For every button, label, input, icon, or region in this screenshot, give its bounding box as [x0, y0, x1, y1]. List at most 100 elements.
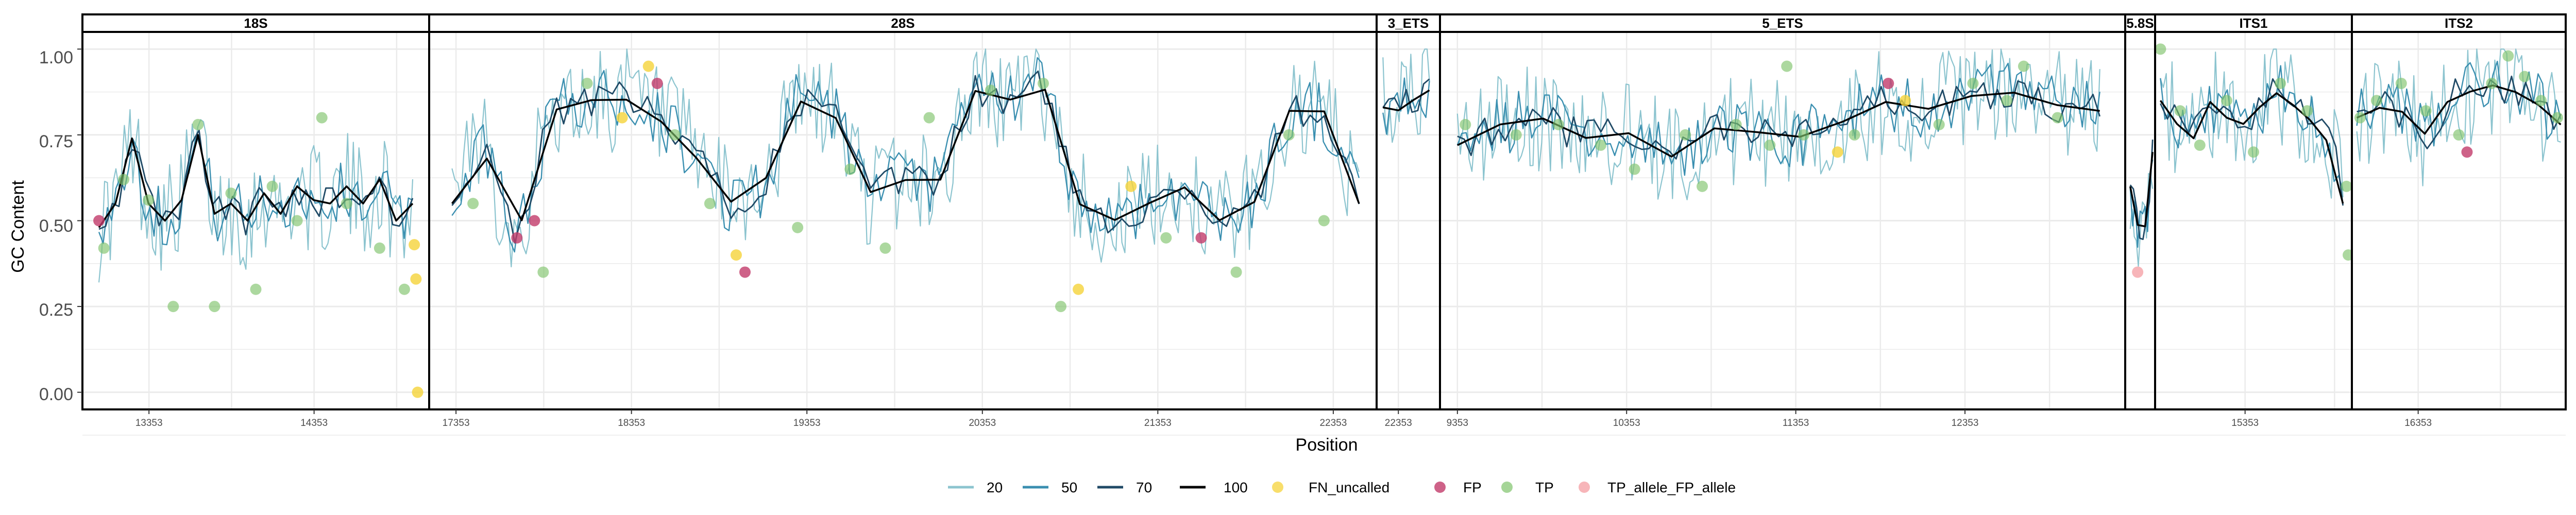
point-tp — [2174, 105, 2186, 117]
point-fn-uncalled — [412, 386, 423, 398]
series-line-70 — [1457, 80, 2101, 160]
point-tp — [2155, 43, 2166, 55]
point-fn-uncalled — [410, 273, 422, 285]
x-tick-label: 17353 — [443, 418, 470, 428]
point-tp — [266, 180, 278, 192]
point-tp — [1697, 180, 1708, 192]
facet-panel-18s: 18S 13353 14353 — [81, 13, 430, 436]
legend-item-fn-uncalled: FN_uncalled — [1272, 479, 1389, 495]
legend-label: TP — [1535, 479, 1554, 495]
point-tp — [844, 163, 856, 175]
point-tp — [1055, 301, 1066, 313]
point-fn-uncalled — [409, 239, 420, 251]
point-tp — [2395, 77, 2407, 89]
series-line-50 — [1382, 77, 1430, 135]
series-lines — [2129, 139, 2154, 267]
point-tp — [1764, 139, 1776, 151]
legend-point-tp — [1501, 482, 1513, 493]
point-tp — [209, 301, 221, 313]
point-tp — [143, 194, 155, 206]
point-tp — [1967, 77, 1979, 89]
y-tick-marks — [77, 48, 82, 393]
point-tp — [1595, 139, 1606, 151]
series-lines — [1382, 48, 1430, 143]
point-tp — [1781, 60, 1793, 72]
point-tp — [1798, 129, 1810, 141]
x-tick-label: 11353 — [1783, 418, 1809, 428]
point-fp — [1883, 77, 1894, 89]
point-tp — [250, 283, 262, 295]
series-line-100 — [98, 134, 414, 228]
series-line-20 — [98, 109, 414, 283]
point-tp — [2420, 105, 2432, 117]
point-tp — [1037, 77, 1049, 89]
x-tick-label: 9353 — [1447, 418, 1468, 428]
point-fp — [739, 266, 751, 278]
point-fn-uncalled — [642, 60, 654, 72]
variant-points — [93, 112, 423, 398]
point-tp — [1730, 118, 1742, 130]
legend-item-100: 100 — [1180, 479, 1248, 495]
series-line-70 — [1382, 78, 1430, 113]
strip-label: ITS1 — [2240, 15, 2268, 31]
x-tick-label: 18353 — [618, 418, 645, 428]
strip-label: 28S — [891, 15, 914, 31]
point-tp — [669, 129, 681, 141]
point-tp — [467, 198, 479, 210]
variant-points — [2132, 266, 2144, 278]
y-tick-label: 0.25 — [39, 300, 73, 320]
point-tp — [2248, 146, 2259, 158]
series-lines — [1456, 48, 2101, 200]
point-tp — [398, 283, 410, 295]
point-tp — [2343, 249, 2352, 261]
point-tp — [98, 242, 110, 254]
point-tp — [1933, 118, 1945, 130]
point-tp — [2001, 95, 2013, 107]
point-tp — [291, 215, 303, 227]
point-tp — [2341, 180, 2352, 192]
legend-item-70: 70 — [1097, 479, 1152, 495]
point-tp — [316, 112, 328, 124]
y-tick-label: 0.75 — [39, 132, 73, 151]
point-fn-uncalled — [1832, 146, 1843, 158]
series-lines — [98, 109, 414, 283]
point-tp — [985, 84, 996, 96]
point-fp — [93, 215, 105, 227]
strip-box — [2351, 13, 2567, 33]
point-fn-uncalled — [1900, 95, 1911, 107]
point-tp — [581, 77, 593, 89]
point-tp — [2552, 112, 2564, 124]
point-tp — [923, 112, 935, 124]
point-tp — [192, 118, 204, 130]
series-line-70 — [451, 70, 1360, 244]
strip-label: 3_ETS — [1388, 15, 1429, 31]
variant-points — [1460, 60, 2063, 192]
point-tp — [792, 221, 804, 233]
legend-label: FP — [1463, 479, 1482, 495]
point-tp — [2486, 77, 2498, 89]
legend-item-tp-allele-fp-allele: TP_allele_FP_allele — [1579, 479, 1736, 495]
series-line-20 — [1456, 48, 2100, 200]
point-tp — [2018, 60, 2029, 72]
point-tp — [2194, 139, 2206, 151]
legend-item-tp: TP — [1501, 479, 1554, 495]
point-fp — [651, 77, 663, 89]
variant-points — [2155, 43, 2352, 261]
point-tp — [118, 174, 130, 185]
x-tick-label: 21353 — [1144, 418, 1172, 428]
y-axis: 0.00 0.25 0.50 0.75 1.00 — [39, 48, 82, 404]
series-line-100 — [2129, 152, 2154, 228]
point-fp — [529, 215, 540, 227]
series-line-50 — [98, 134, 413, 246]
legend-label: 70 — [1136, 479, 1152, 495]
legend-label: 100 — [1224, 479, 1248, 495]
legend-label: 20 — [987, 479, 1003, 495]
facet-panel-5-ets: 5_ETS 9353 10353 11353 12353 — [1439, 13, 2126, 436]
point-tp — [2052, 112, 2063, 124]
point-fn-uncalled — [730, 249, 742, 261]
point-tp — [2535, 95, 2547, 107]
point-tp — [1680, 129, 1691, 141]
legend-item-50: 50 — [1023, 479, 1077, 495]
legend-point-fp — [1434, 482, 1446, 493]
point-tp — [1510, 129, 1522, 141]
